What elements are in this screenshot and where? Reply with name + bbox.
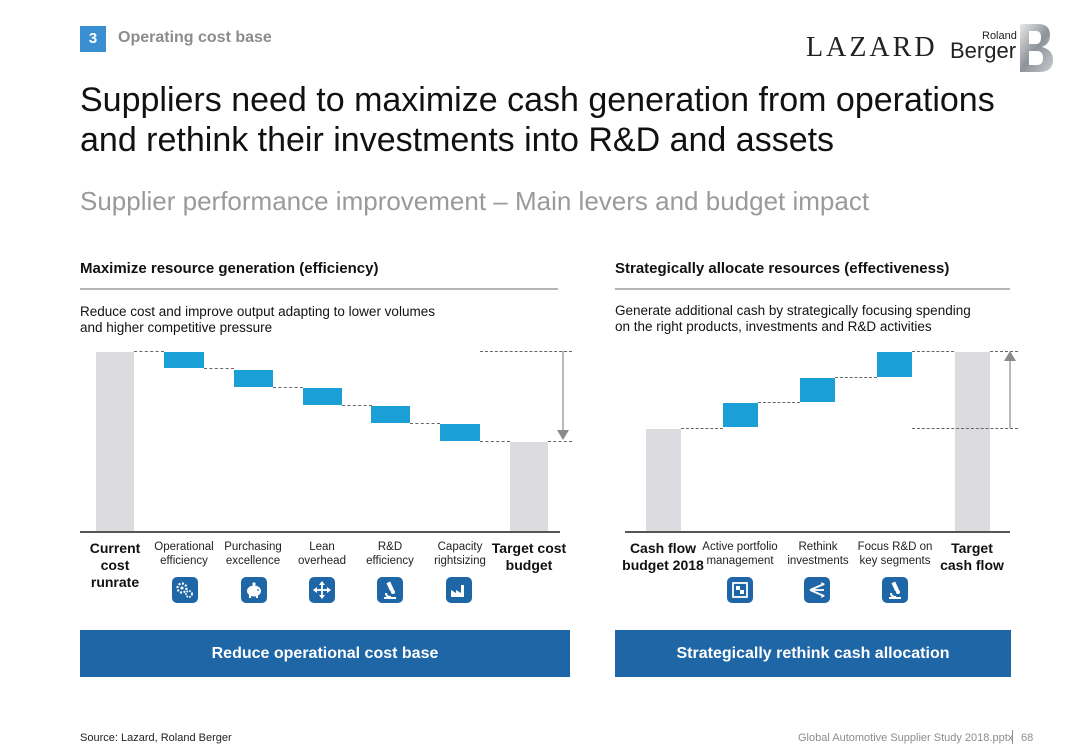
microscope-icon	[377, 577, 403, 603]
label-line: Capacity	[437, 541, 483, 553]
label-capacity-rightsizing: Capacity rightsizing	[426, 540, 494, 568]
right-description: Generate additional cash by strategicall…	[615, 303, 971, 335]
bar-current-cost-runrate	[96, 352, 134, 531]
label-line: R&D efficiency	[366, 541, 414, 567]
rethink-cash-allocation-box: Strategically rethink cash allocation	[615, 630, 1011, 677]
right-chart-baseline	[625, 531, 1010, 533]
label-line: Rethink	[798, 541, 838, 553]
connector-line	[134, 351, 164, 352]
bar-target-cash-flow	[955, 352, 990, 531]
reduce-operational-cost-base-box: Reduce operational cost base	[80, 630, 570, 677]
portfolio-icon	[727, 577, 753, 603]
label-line: runrate	[90, 574, 140, 590]
left-divider	[80, 288, 558, 290]
up-arrow-icon	[1004, 351, 1016, 428]
connector-line	[835, 377, 877, 378]
connector-line	[204, 368, 234, 369]
microscope-icon	[882, 577, 908, 603]
label-line: management	[706, 555, 774, 567]
label-line: Target	[951, 540, 993, 556]
source-note: Source: Lazard, Roland Berger	[80, 732, 232, 744]
label-line: key segments	[859, 555, 931, 567]
label-line: Focus R&D on	[857, 541, 933, 553]
piggy-bank-icon	[241, 577, 267, 603]
label-target-cash-flow: Target cash flow	[935, 540, 1009, 574]
lazard-logo: LAZARD	[806, 32, 938, 63]
label-line: Target cost	[491, 540, 567, 556]
label-line: cost	[100, 557, 130, 573]
connector-line	[681, 428, 723, 429]
reference-line-bottom	[548, 441, 572, 442]
connector-line	[273, 387, 303, 388]
gears-icon	[172, 577, 198, 603]
left-description-line2: and higher competitive pressure	[80, 320, 273, 335]
left-chart-baseline	[80, 531, 560, 533]
move-arrows-icon	[309, 577, 335, 603]
label-rethink-investments: Rethink investments	[780, 540, 856, 568]
reference-line-bottom	[912, 428, 1018, 429]
label-line: Operational	[154, 541, 214, 553]
file-name: Global Automotive Supplier Study 2018.pp…	[798, 732, 1014, 744]
bar-operational-efficiency	[164, 352, 204, 368]
share-arrows-icon	[804, 577, 830, 603]
roland-berger-b-icon	[1018, 22, 1054, 74]
left-description: Reduce cost and improve output adapting …	[80, 304, 435, 336]
bar-target-cost-budget	[510, 442, 548, 531]
label-lean-overhead: Lean overhead	[288, 540, 356, 568]
bar-purchasing-excellence	[234, 370, 273, 387]
bar-cash-flow-budget-2018	[646, 429, 681, 531]
left-description-line1: Reduce cost and improve output adapting …	[80, 304, 435, 319]
label-current-cost-runrate: Current cost runrate	[80, 540, 150, 591]
label-line: Lean	[309, 541, 335, 553]
bar-lean-overhead	[303, 388, 342, 405]
connector-line	[410, 423, 440, 424]
bar-focus-rd-key-segments	[877, 352, 912, 377]
label-line: budget 2018	[622, 557, 704, 573]
factory-icon	[446, 577, 472, 603]
label-purchasing-excellence: Purchasing excellence	[219, 540, 287, 568]
bar-active-portfolio-management	[723, 403, 758, 427]
label-line: overhead	[298, 555, 346, 567]
connector-line	[912, 351, 954, 352]
section-title: Operating cost base	[118, 29, 272, 46]
label-line: Active portfolio	[702, 541, 778, 553]
right-heading: Strategically allocate resources (effect…	[615, 260, 950, 277]
label-active-portfolio-management: Active portfolio management	[702, 540, 778, 568]
left-heading: Maximize resource generation (efficiency…	[80, 260, 379, 277]
label-line: cash flow	[940, 557, 1004, 573]
right-description-line2: on the right products, investments and R…	[615, 319, 932, 334]
bar-rethink-investments	[800, 378, 835, 402]
connector-line	[342, 405, 372, 406]
label-line: excellence	[225, 555, 281, 567]
reference-line-top	[480, 351, 572, 352]
label-line: Cash flow	[629, 540, 697, 556]
label-target-cost-budget: Target cost budget	[490, 540, 568, 574]
label-line: rightsizing	[434, 555, 486, 567]
label-line: Current	[89, 540, 141, 556]
label-line: investments	[787, 555, 849, 567]
section-number: 3	[80, 26, 106, 52]
bar-capacity-rightsizing	[440, 424, 480, 441]
label-line: Purchasing	[224, 541, 282, 553]
label-operational-efficiency: Operational efficiency	[150, 540, 218, 568]
right-description-line1: Generate additional cash by strategicall…	[615, 303, 971, 318]
roland-berger-logo-top: Roland	[982, 30, 1017, 42]
label-cash-flow-budget-2018: Cash flow budget 2018	[622, 540, 704, 574]
roland-berger-logo-bottom: Berger	[950, 38, 1017, 63]
connector-line	[758, 402, 800, 403]
label-focus-rd-key-segments: Focus R&D on key segments	[857, 540, 933, 568]
connector-line	[480, 441, 510, 442]
footer-separator	[1012, 730, 1013, 744]
label-line: efficiency	[160, 555, 208, 567]
down-arrow-icon	[557, 351, 569, 440]
bar-rd-efficiency	[371, 406, 410, 423]
page-title: Suppliers need to maximize cash generati…	[80, 81, 995, 159]
page-subtitle: Supplier performance improvement – Main …	[80, 186, 870, 216]
label-rd-efficiency: R&D efficiency	[354, 540, 426, 568]
reference-line-top	[990, 351, 1018, 352]
right-divider	[615, 288, 1010, 290]
page-number: 68	[1021, 732, 1034, 744]
label-line: budget	[505, 557, 553, 573]
